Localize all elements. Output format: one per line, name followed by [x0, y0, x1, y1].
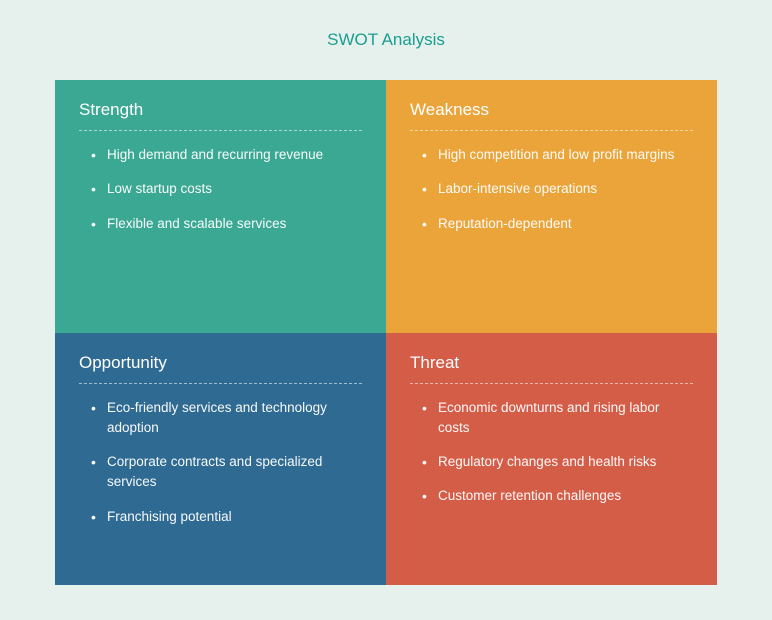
list-item: Economic downturns and rising labor cost… [414, 398, 693, 439]
heading-opportunity: Opportunity [79, 353, 362, 384]
list-item: Flexible and scalable services [83, 214, 362, 234]
list-item: Low startup costs [83, 179, 362, 199]
list-item: High competition and low profit margins [414, 145, 693, 165]
heading-weakness: Weakness [410, 100, 693, 131]
list-item: Reputation-dependent [414, 214, 693, 234]
quadrant-weakness: Weakness High competition and low profit… [386, 80, 717, 333]
list-item: Franchising potential [83, 507, 362, 527]
heading-threat: Threat [410, 353, 693, 384]
list-strength: High demand and recurring revenue Low st… [79, 145, 362, 234]
swot-grid: Strength High demand and recurring reven… [55, 80, 717, 585]
page-title: SWOT Analysis [55, 30, 717, 50]
list-item: Corporate contracts and specialized serv… [83, 452, 362, 493]
quadrant-strength: Strength High demand and recurring reven… [55, 80, 386, 333]
list-threat: Economic downturns and rising labor cost… [410, 398, 693, 507]
quadrant-threat: Threat Economic downturns and rising lab… [386, 333, 717, 586]
swot-container: SWOT Analysis Strength High demand and r… [0, 0, 772, 620]
heading-strength: Strength [79, 100, 362, 131]
list-item: Eco-friendly services and technology ado… [83, 398, 362, 439]
list-item: Regulatory changes and health risks [414, 452, 693, 472]
list-item: Customer retention challenges [414, 486, 693, 506]
list-opportunity: Eco-friendly services and technology ado… [79, 398, 362, 527]
list-item: Labor-intensive operations [414, 179, 693, 199]
list-weakness: High competition and low profit margins … [410, 145, 693, 234]
quadrant-opportunity: Opportunity Eco-friendly services and te… [55, 333, 386, 586]
list-item: High demand and recurring revenue [83, 145, 362, 165]
